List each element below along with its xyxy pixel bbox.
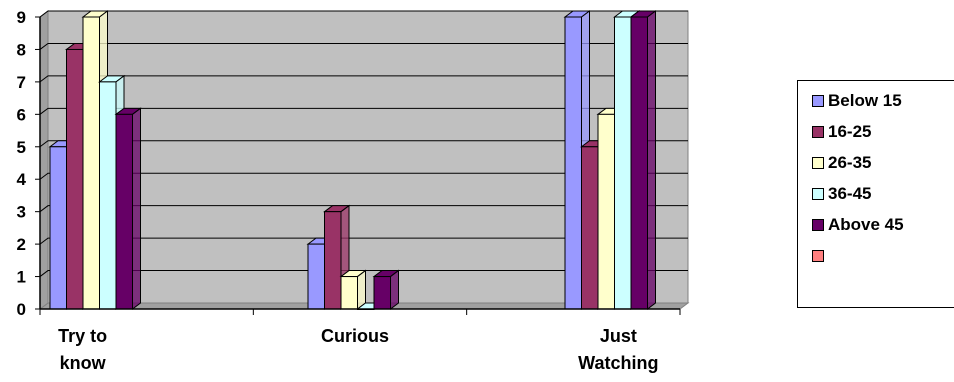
legend-label: 16-25 bbox=[828, 122, 872, 141]
bar-front bbox=[630, 16, 648, 310]
gridline bbox=[39, 107, 688, 115]
gridline bbox=[39, 270, 688, 277]
bar-front bbox=[340, 276, 358, 310]
y-tick-label: 7 bbox=[17, 73, 26, 92]
bar-side bbox=[132, 107, 141, 310]
x-tick-label: Try to bbox=[58, 326, 107, 346]
bar-front bbox=[564, 16, 582, 310]
bar-front bbox=[597, 113, 615, 310]
gridline bbox=[39, 172, 688, 180]
legend: Below 15 16-25 26-35 36-45 Above 45 bbox=[797, 80, 954, 308]
legend-label: Above 45 bbox=[828, 215, 904, 234]
x-tick-label: Watching bbox=[578, 353, 658, 373]
gridline bbox=[39, 140, 688, 148]
bar-front bbox=[581, 146, 599, 310]
y-tick-label: 0 bbox=[17, 300, 26, 319]
y-tick-label: 6 bbox=[17, 105, 26, 124]
bar-front bbox=[66, 48, 84, 310]
x-tick-label: Just bbox=[600, 326, 637, 346]
gridline bbox=[39, 10, 688, 18]
bar-side bbox=[647, 10, 656, 310]
legend-swatch bbox=[812, 157, 824, 169]
gridline bbox=[39, 42, 688, 50]
bar bbox=[114, 107, 142, 310]
legend-item bbox=[812, 244, 828, 268]
bar-front bbox=[307, 243, 325, 310]
gridline bbox=[39, 75, 688, 83]
bar-front bbox=[99, 81, 117, 310]
axes: 0 1 2 3 4 5 6 7 8 9 Try to know Curious Just Watching bbox=[17, 8, 681, 373]
y-tick-label: 2 bbox=[17, 235, 26, 254]
y-tick-label: 3 bbox=[17, 203, 26, 222]
legend-label: 26-35 bbox=[828, 153, 872, 172]
bar bbox=[629, 10, 657, 310]
legend-item: 16-25 bbox=[812, 120, 871, 144]
bar-side bbox=[390, 269, 399, 310]
plot-side-wall bbox=[39, 10, 49, 310]
x-tick-label: know bbox=[60, 353, 107, 373]
y-tick-label: 5 bbox=[17, 138, 26, 157]
legend-item: 36-45 bbox=[812, 182, 871, 206]
bar-front bbox=[49, 146, 67, 310]
bar bbox=[339, 269, 367, 310]
y-tick-label: 1 bbox=[17, 268, 26, 287]
bar-front bbox=[614, 16, 632, 310]
legend-swatch bbox=[812, 188, 824, 200]
bar bbox=[372, 269, 400, 310]
gridline bbox=[39, 205, 688, 213]
legend-swatch bbox=[812, 219, 824, 231]
legend-swatch bbox=[812, 126, 824, 138]
legend-item: Above 45 bbox=[812, 213, 904, 237]
x-tick-label: Curious bbox=[321, 326, 389, 346]
legend-item: Below 15 bbox=[812, 89, 902, 113]
bar-side bbox=[357, 269, 366, 310]
legend-label: 36-45 bbox=[828, 184, 872, 203]
bars bbox=[48, 10, 657, 310]
y-tick-label: 8 bbox=[17, 40, 26, 59]
bar-front bbox=[324, 211, 342, 310]
bar-front bbox=[115, 113, 133, 310]
gridline bbox=[39, 237, 688, 245]
legend-swatch bbox=[812, 95, 824, 107]
bar-front bbox=[82, 16, 100, 310]
legend-item: 26-35 bbox=[812, 151, 871, 175]
y-tick-label: 9 bbox=[17, 8, 26, 27]
legend-label: Below 15 bbox=[828, 91, 902, 110]
legend-swatch bbox=[812, 250, 824, 262]
bar-front bbox=[373, 276, 391, 310]
y-tick-label: 4 bbox=[17, 170, 27, 189]
